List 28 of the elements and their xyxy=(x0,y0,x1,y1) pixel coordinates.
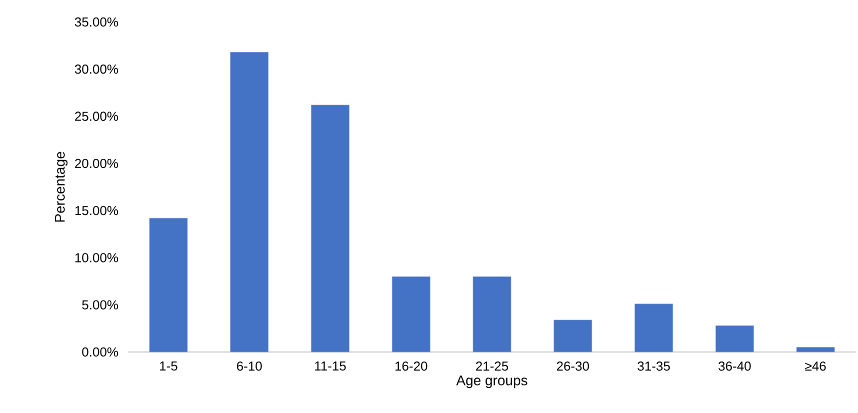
x-axis-title: Age groups xyxy=(456,376,528,388)
x-tick-label: 1-5 xyxy=(160,362,178,371)
bar xyxy=(554,320,592,352)
bar xyxy=(796,347,835,352)
bar xyxy=(230,52,269,352)
bar xyxy=(634,304,673,352)
bar xyxy=(472,276,512,352)
y-tick-label: 15.00% xyxy=(75,206,118,216)
x-tick-label: 26-30 xyxy=(556,362,589,371)
y-tick-label: 20.00% xyxy=(75,158,118,168)
x-tick-label: 21-25 xyxy=(476,362,508,371)
y-tick-label: 10.00% xyxy=(75,253,118,262)
x-tick-label: ≥46 xyxy=(805,362,826,371)
y-tick-label: 0.00% xyxy=(82,347,118,357)
bar xyxy=(715,325,754,352)
x-tick-label: 11-15 xyxy=(315,362,346,371)
y-tick-label: 25.00% xyxy=(75,112,118,121)
x-tick-label: 6-10 xyxy=(236,362,262,371)
x-tick-label: 31-35 xyxy=(638,362,670,371)
y-axis-title: Percentage xyxy=(55,152,68,222)
bar xyxy=(392,276,430,352)
bar xyxy=(149,218,188,352)
y-tick-label: 35.00% xyxy=(74,17,118,27)
bar xyxy=(311,104,350,352)
x-tick-label: 16-20 xyxy=(395,362,428,371)
y-tick-label: 30.00% xyxy=(74,64,118,74)
x-tick-label: 36-40 xyxy=(718,362,751,371)
y-tick-label: 5.00% xyxy=(82,300,118,310)
